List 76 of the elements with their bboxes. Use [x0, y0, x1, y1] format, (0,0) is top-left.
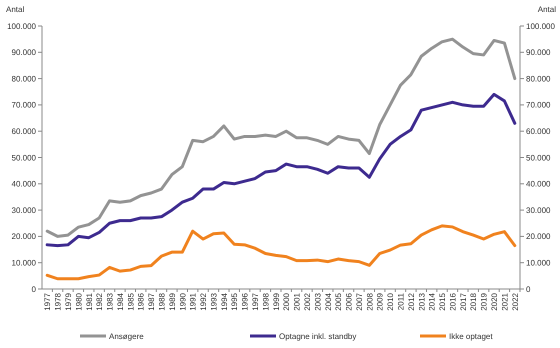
- y-tick-label: 90.000: [12, 48, 37, 58]
- y-tick-label: 0: [32, 284, 37, 294]
- line-series: [46, 38, 516, 238]
- legend-label: Ansøgere: [109, 332, 144, 341]
- y-tick-label: 60.000: [12, 127, 37, 136]
- x-tick-label: 1978: [54, 292, 63, 311]
- x-tick-label: 1982: [95, 292, 104, 311]
- x-tick-label: 1992: [199, 292, 208, 311]
- y2-tick-label: 50.000: [526, 153, 552, 162]
- x-tick-label: 1990: [178, 292, 188, 311]
- y-tick-label: 70.000: [12, 100, 37, 110]
- y-tick-label: 10.000: [12, 258, 37, 268]
- x-tick-label: 1999: [272, 292, 281, 311]
- x-tick-label: 2002: [302, 292, 312, 311]
- y2-tick-label: 10.000: [526, 258, 552, 268]
- y2-tick-label: 80.000: [526, 74, 552, 84]
- x-tick-label: 2020: [490, 292, 500, 311]
- y2-tick-label: 20.000: [526, 232, 552, 242]
- x-tick-label: 1981: [84, 292, 94, 311]
- x-tick-label: 2021: [500, 292, 510, 311]
- x-tick-label: 1989: [168, 292, 177, 311]
- x-tick-label: 2017: [458, 292, 468, 311]
- y-tick-label: 100.000: [7, 22, 37, 31]
- x-tick-label: 1997: [251, 292, 260, 311]
- x-tick-label: 2022: [510, 292, 520, 311]
- y2-tick-label: 70.000: [526, 100, 552, 110]
- x-tick-label: 2005: [334, 292, 344, 311]
- x-tick-label: 2011: [396, 292, 406, 310]
- line-series: [46, 224, 516, 280]
- x-tick-label: 2001: [292, 292, 302, 311]
- y2-axis-title: Antal: [538, 5, 556, 14]
- x-tick-label: 1985: [126, 292, 136, 311]
- x-tick-label: 1994: [220, 292, 229, 311]
- y2-tick-label: 0: [526, 284, 531, 294]
- y-tick-label: 50.000: [12, 153, 37, 162]
- legend-label: Ikke optaget: [449, 332, 494, 341]
- y2-tick-label: 100.000: [526, 22, 556, 31]
- x-tick-label: 2012: [406, 292, 416, 311]
- x-tick-label: 2018: [469, 292, 478, 311]
- x-tick-label: 2015: [438, 292, 448, 311]
- x-tick-label: 1988: [158, 292, 166, 311]
- x-tick-label: 1993: [209, 292, 218, 311]
- y2-tick-label: 30.000: [526, 206, 552, 215]
- x-tick-label: 2013: [417, 292, 426, 311]
- y2-tick-label: 40.000: [526, 180, 552, 189]
- x-tick-label: 2009: [376, 292, 385, 311]
- x-tick-label: 1980: [74, 292, 84, 311]
- x-tick-label: 2014: [428, 292, 437, 311]
- x-tick-label: 1977: [43, 292, 52, 311]
- y-tick-label: 20.000: [12, 232, 37, 242]
- x-tick-label: 2019: [480, 292, 489, 311]
- y2-tick-label: 60.000: [526, 127, 552, 136]
- x-tick-label: 1986: [136, 292, 146, 311]
- y-tick-label: 80.000: [12, 74, 37, 84]
- y-tick-label: 40.000: [12, 180, 37, 189]
- y-axis-title: Antal: [6, 5, 24, 14]
- y2-tick-label: 90.000: [526, 48, 552, 58]
- legend-label: Optagne inkl. standby: [279, 332, 356, 341]
- x-tick-label: 2000: [282, 292, 292, 311]
- x-tick-label: 2007: [354, 292, 364, 311]
- x-tick-label: 2008: [365, 292, 374, 311]
- x-tick-label: 1979: [64, 292, 73, 311]
- x-tick-label: 1998: [261, 292, 270, 311]
- x-tick-label: 1995: [230, 292, 240, 311]
- x-tick-label: 1991: [188, 292, 198, 311]
- y-tick-label: 30.000: [12, 206, 37, 215]
- line-series: [46, 92, 516, 248]
- x-tick-label: 2003: [313, 292, 322, 311]
- x-tick-label: 2010: [386, 292, 396, 311]
- x-tick-label: 1996: [240, 292, 250, 311]
- x-tick-label: 1983: [106, 292, 115, 311]
- x-tick-label: 1984: [116, 292, 125, 311]
- x-tick-label: 2004: [324, 292, 333, 311]
- x-tick-label: 2006: [344, 292, 354, 311]
- x-tick-label: 2016: [448, 292, 458, 311]
- x-tick-label: 1987: [147, 292, 156, 311]
